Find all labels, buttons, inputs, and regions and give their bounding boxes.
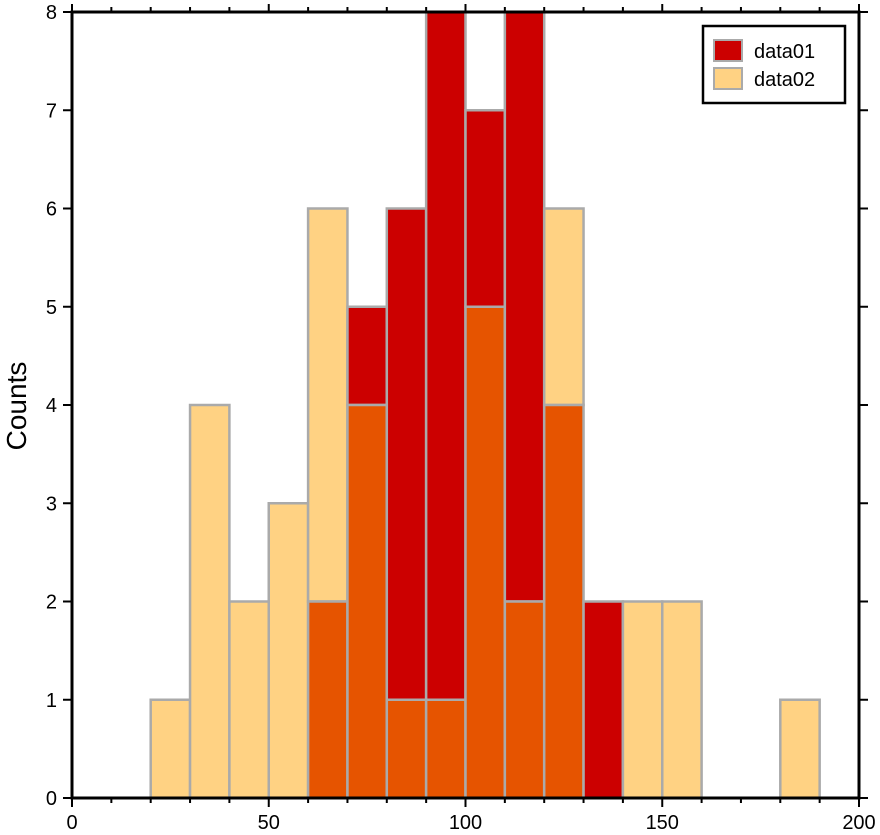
- bar-data01-110: [503, 10, 546, 603]
- bars-layer: [149, 10, 821, 800]
- bar-data02-60: [306, 207, 349, 603]
- bar-data01-80: [385, 207, 428, 701]
- x-tick-label-50: 50: [258, 812, 280, 834]
- x-tick-label-200: 200: [842, 812, 875, 834]
- legend-swatch-data01: [713, 39, 743, 62]
- plot-frame: [70, 10, 861, 800]
- bar-overlap-80: [385, 698, 428, 800]
- bar-data01-70: [346, 305, 389, 407]
- bar-data02-140: [621, 600, 664, 800]
- bar-data02-20: [149, 698, 192, 800]
- y-tick-label-1: 1: [46, 690, 57, 712]
- bar-data02-120: [542, 207, 585, 407]
- bar-data02-30: [188, 403, 231, 800]
- bar-overlap-90: [424, 698, 467, 800]
- bar-overlap-120: [542, 403, 585, 800]
- bar-overlap-70: [346, 403, 389, 800]
- y-tick-label-0: 0: [46, 788, 57, 810]
- legend-label-data02: data02: [754, 69, 815, 91]
- y-tick-label-7: 7: [46, 100, 57, 122]
- bar-data01-130: [582, 600, 625, 800]
- x-tick-label-100: 100: [449, 812, 482, 834]
- legend-swatch-data02: [713, 67, 743, 90]
- x-tick-label-150: 150: [646, 812, 679, 834]
- legend: data01 data02: [701, 24, 847, 105]
- y-axis-title: Counts: [1, 362, 32, 451]
- bar-data02-40: [228, 600, 270, 800]
- y-tick-label-3: 3: [46, 493, 57, 515]
- y-tick-label-2: 2: [46, 592, 57, 614]
- bar-data02-50: [267, 502, 310, 800]
- bar-data01-100: [464, 109, 507, 308]
- bar-overlap-110: [503, 600, 546, 800]
- bar-data02-180: [779, 698, 821, 800]
- y-tick-label-8: 8: [46, 2, 57, 24]
- bar-overlap-100: [464, 305, 507, 800]
- y-tick-label-5: 5: [46, 297, 57, 319]
- tick-labels-layer: 0 50 100 150 200 0 1 2 3 4 5 6 7 8: [46, 2, 876, 834]
- y-tick-label-4: 4: [46, 395, 57, 417]
- bar-data01-90: [424, 10, 467, 701]
- x-tick-label-0: 0: [66, 812, 77, 834]
- bar-overlap-60: [306, 600, 349, 800]
- bar-data02-150: [661, 600, 703, 800]
- legend-label-data01: data01: [754, 41, 815, 63]
- y-tick-label-6: 6: [46, 199, 57, 221]
- legend-box: [701, 24, 847, 105]
